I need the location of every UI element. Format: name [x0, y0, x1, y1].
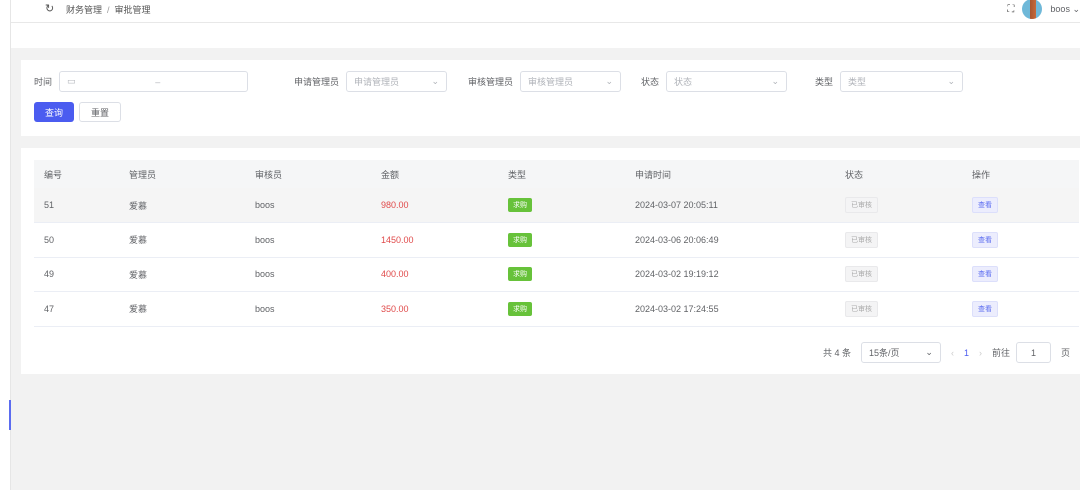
reviewer-select[interactable]: 审核管理员 ⌄	[520, 71, 622, 92]
top-header: ↻ 财务管理 / 审批管理 ⛶ boos ⌄	[11, 0, 1080, 23]
page-number[interactable]: 1	[963, 347, 969, 358]
applicant-select[interactable]: 申请管理员 ⌄	[346, 71, 448, 92]
view-button[interactable]: 查看	[972, 300, 998, 317]
type-tag: 求购	[508, 198, 532, 212]
avatar[interactable]	[1022, 0, 1043, 19]
chevron-down-icon: ⌄	[605, 76, 614, 86]
amount-cell: 350.00	[371, 291, 498, 327]
sidebar	[0, 0, 11, 490]
sidebar-active-indicator	[9, 400, 11, 430]
reviewer-label: 审核管理员	[468, 77, 514, 87]
id-cell: 49	[34, 257, 119, 292]
column-header: 操作	[962, 160, 1079, 188]
time-cell: 2024-03-07 20:05:11	[625, 188, 835, 223]
status-label: 状态	[641, 77, 660, 87]
column-header: 状态	[835, 160, 962, 188]
status-badge: 已审核	[845, 266, 878, 283]
status-badge: 已审核	[845, 231, 878, 248]
amount-cell: 400.00	[371, 257, 498, 292]
status-badge: 已审核	[845, 300, 878, 317]
table-row: 49 爱慕 boos 400.00 求购 2024-03-02 19:19:12…	[34, 257, 1079, 292]
goto-page-input[interactable]: 1	[1015, 342, 1051, 363]
id-cell: 50	[34, 222, 119, 258]
main-content: 时间 ▭ – 申请管理员 申请管理员 ⌄ 审核管理员 审核管理员 ⌄ 状态 状态 ⌄ 类…	[11, 48, 1080, 490]
type-cell: 求购	[498, 257, 625, 292]
table-row: 47 爱慕 boos 350.00 求购 2024-03-02 17:24:55…	[34, 291, 1079, 327]
action-cell: 查看	[962, 222, 1079, 258]
fullscreen-icon[interactable]: ⛶	[1007, 3, 1015, 15]
approval-table: 编号 管理员 审核员 金额 类型 申请时间 状态 操作 51 爱慕 boos 980.00 求…	[34, 160, 1079, 327]
status-cell: 已审核	[835, 188, 962, 223]
column-header: 管理员	[119, 160, 245, 188]
goto-label: 前往	[991, 348, 1010, 358]
pagination: 共 4 条 15条/页 ⌄ ‹ 1 › 前往 1 页	[823, 342, 1070, 363]
time-cell: 2024-03-02 19:19:12	[625, 257, 835, 292]
chevron-down-icon: ⌄	[925, 347, 933, 357]
type-tag: 求购	[508, 301, 532, 316]
breadcrumb-item: 审批管理	[114, 5, 151, 15]
id-cell: 51	[34, 188, 119, 223]
breadcrumb-item[interactable]: 财务管理	[66, 5, 103, 15]
column-header: 编号	[34, 160, 119, 188]
view-button[interactable]: 查看	[972, 231, 998, 248]
table-panel: 编号 管理员 审核员 金额 类型 申请时间 状态 操作 51 爱慕 boos 980.00 求…	[21, 148, 1080, 374]
reviewer-cell: boos	[245, 257, 371, 292]
action-cell: 查看	[962, 257, 1079, 292]
status-cell: 已审核	[835, 291, 962, 327]
reviewer-cell: boos	[245, 291, 371, 327]
time-label: 时间	[34, 77, 53, 87]
view-button[interactable]: 查看	[972, 197, 998, 213]
filter-panel: 时间 ▭ – 申请管理员 申请管理员 ⌄ 审核管理员 审核管理员 ⌄ 状态 状态 ⌄ 类…	[21, 60, 1080, 136]
calendar-icon: ▭	[67, 76, 76, 86]
amount-cell: 980.00	[371, 188, 498, 223]
type-label: 类型	[815, 77, 834, 87]
reset-button[interactable]: 重置	[79, 102, 122, 122]
admin-cell: 爱慕	[119, 291, 245, 327]
action-cell: 查看	[962, 188, 1079, 223]
table-row: 50 爱慕 boos 1450.00 求购 2024-03-06 20:06:4…	[34, 222, 1079, 258]
type-cell: 求购	[498, 222, 625, 258]
time-range-picker[interactable]: ▭ –	[59, 71, 249, 92]
column-header: 申请时间	[625, 160, 835, 188]
view-button[interactable]: 查看	[972, 266, 998, 283]
admin-cell: 爱慕	[119, 222, 245, 258]
column-header: 类型	[498, 160, 625, 188]
search-button[interactable]: 查询	[34, 102, 75, 122]
id-cell: 47	[34, 291, 119, 327]
column-header: 审核员	[245, 160, 371, 188]
status-badge: 已审核	[845, 197, 878, 213]
amount-cell: 1450.00	[371, 222, 498, 258]
breadcrumb: 财务管理 / 审批管理	[66, 5, 151, 15]
type-select[interactable]: 类型 ⌄	[840, 71, 964, 92]
admin-cell: 爱慕	[119, 257, 245, 292]
page-suffix: 页	[1060, 348, 1070, 358]
admin-cell: 爱慕	[119, 188, 245, 223]
type-cell: 求购	[498, 291, 625, 327]
status-select[interactable]: 状态 ⌄	[666, 71, 788, 92]
reviewer-cell: boos	[245, 222, 371, 258]
refresh-icon[interactable]: ↻	[45, 3, 55, 15]
action-cell: 查看	[962, 291, 1079, 327]
status-cell: 已审核	[835, 222, 962, 258]
prev-page-icon[interactable]: ‹	[950, 347, 954, 358]
type-cell: 求购	[498, 188, 625, 223]
page-size-select[interactable]: 15条/页 ⌄	[860, 342, 941, 363]
type-tag: 求购	[508, 267, 532, 282]
chevron-down-icon: ⌄	[947, 76, 956, 86]
column-header: 金额	[371, 160, 498, 188]
time-cell: 2024-03-06 20:06:49	[625, 222, 835, 258]
user-menu[interactable]: boos ⌄	[1050, 3, 1080, 14]
type-tag: 求购	[508, 232, 532, 247]
chevron-down-icon: ⌄	[431, 76, 440, 86]
chevron-down-icon: ⌄	[771, 76, 780, 86]
reviewer-cell: boos	[245, 188, 371, 223]
total-count: 共 4 条	[822, 348, 851, 358]
table-row: 51 爱慕 boos 980.00 求购 2024-03-07 20:05:11…	[34, 188, 1079, 223]
time-cell: 2024-03-02 17:24:55	[625, 291, 835, 327]
table-header: 编号 管理员 审核员 金额 类型 申请时间 状态 操作	[34, 160, 1079, 188]
next-page-icon[interactable]: ›	[978, 347, 982, 358]
status-cell: 已审核	[835, 257, 962, 292]
applicant-label: 申请管理员	[294, 77, 340, 87]
